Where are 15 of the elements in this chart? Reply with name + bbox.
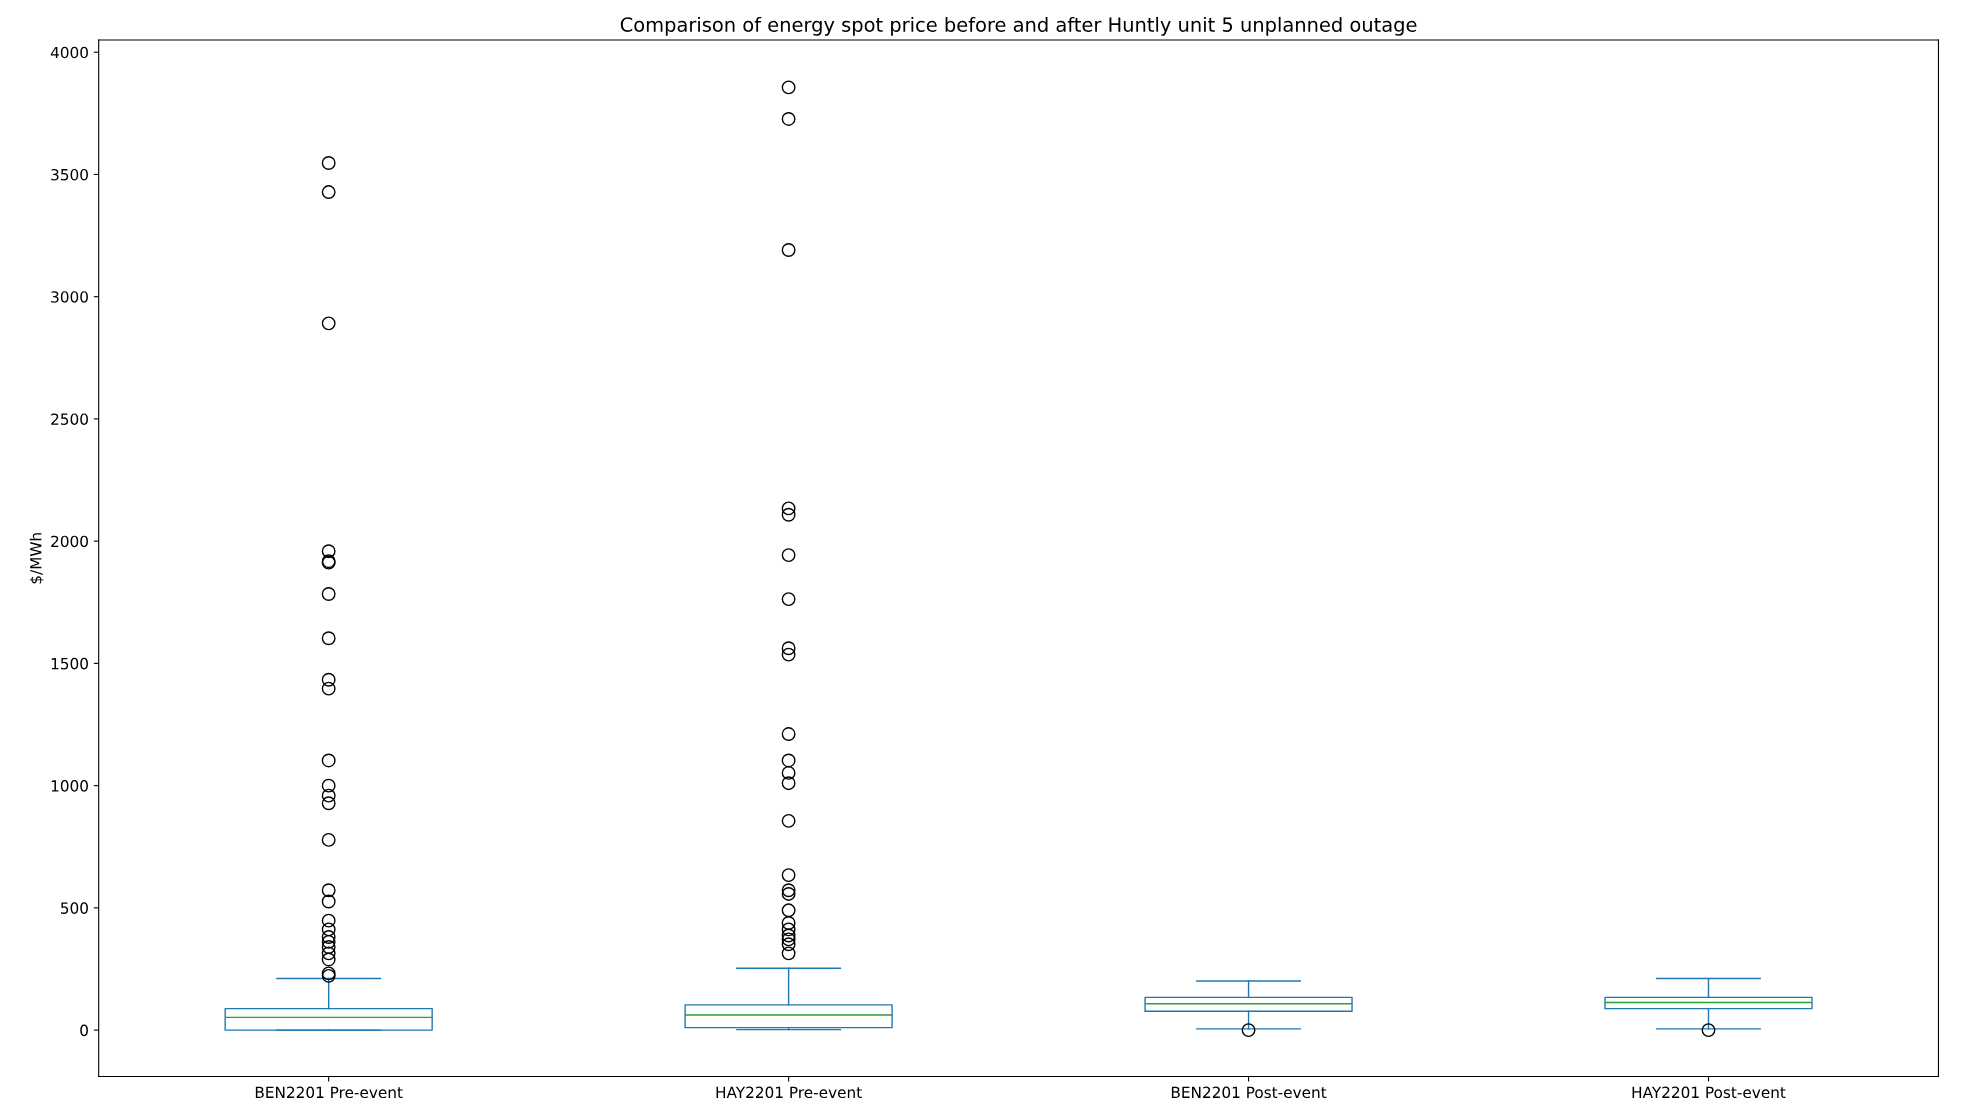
x-tick-label: HAY2201 Post-event — [1632, 1086, 1786, 1099]
y-tick-label: 2000 — [51, 535, 88, 548]
y-tick-label: 0 — [80, 1024, 88, 1037]
chart-title: Comparison of energy spot price before and after Huntly unit 5 unplanned outage — [620, 16, 1417, 36]
x-tick-label: BEN2201 Post-event — [1171, 1086, 1327, 1099]
x-tick-label: HAY2201 Pre-event — [716, 1086, 862, 1099]
y-tick-label: 4000 — [50, 46, 88, 59]
x-tick-label: BEN2201 Pre-event — [255, 1086, 403, 1099]
y-tick-label: 2500 — [51, 413, 88, 425]
y-tick-label: 3000 — [51, 291, 88, 303]
y-tick-label: 3500 — [51, 168, 88, 181]
y-axis-title: $/MWh — [29, 533, 44, 584]
y-tick-label: 1000 — [51, 780, 88, 792]
y-tick-label: 1500 — [51, 657, 88, 670]
y-tick-label: 500 — [61, 902, 88, 914]
